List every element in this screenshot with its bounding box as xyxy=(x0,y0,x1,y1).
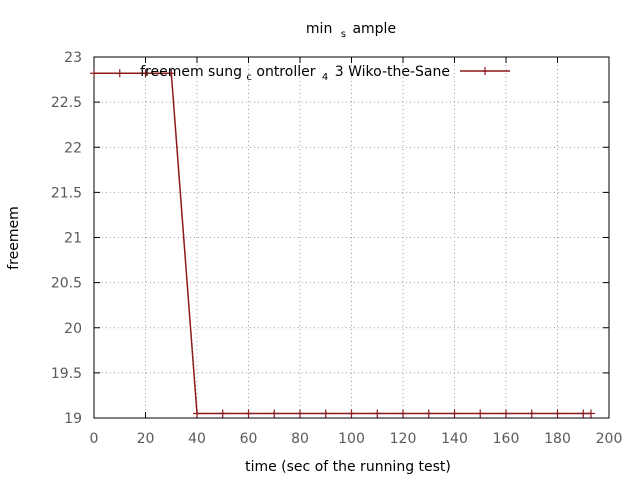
data-point xyxy=(141,69,150,78)
data-point xyxy=(296,409,304,418)
x-tick-label: 120 xyxy=(390,431,417,447)
x-tick-label: 200 xyxy=(596,431,623,447)
x-tick-label: 40 xyxy=(188,431,206,447)
data-point xyxy=(373,409,382,418)
y-tick-label: 22 xyxy=(64,140,82,156)
x-tick-label: 160 xyxy=(493,431,520,447)
y-tick-label: 19 xyxy=(64,411,82,427)
y-tick-label: 21.5 xyxy=(51,185,82,201)
data-point xyxy=(270,409,279,418)
data-point xyxy=(347,409,356,418)
x-tick-label: 180 xyxy=(544,431,571,447)
y-tick-labels: 19 19.5 20 20.5 21 21.5 22 22.5 23 xyxy=(51,50,82,427)
legend-marker xyxy=(481,67,489,75)
data-point xyxy=(450,409,459,418)
y-tick-label: 23 xyxy=(64,50,82,66)
y-tick-label: 20.5 xyxy=(51,276,82,292)
legend-label-part-3: 3 Wiko-the-Sane xyxy=(335,64,450,80)
data-point xyxy=(90,69,98,78)
chart-title-part-2: ample xyxy=(352,21,396,37)
data-point xyxy=(502,409,510,418)
legend-label: freemem sung c ontroller 4 3 Wiko-the-Sa… xyxy=(140,64,450,84)
data-point xyxy=(476,409,485,418)
x-tick-label: 60 xyxy=(240,431,258,447)
data-point xyxy=(527,409,536,418)
data-point xyxy=(553,409,562,418)
y-tick-label: 22.5 xyxy=(51,95,82,111)
legend-label-part-2: ontroller xyxy=(256,64,315,80)
legend-label-subscript-1: c xyxy=(246,72,252,83)
data-point xyxy=(424,409,433,418)
data-point xyxy=(399,409,407,418)
data-point xyxy=(321,409,330,418)
legend: freemem sung c ontroller 4 3 Wiko-the-Sa… xyxy=(140,64,510,84)
series-line xyxy=(94,72,591,415)
x-axis-label: time (sec of the running test) xyxy=(245,459,451,475)
grid-lines xyxy=(94,57,609,418)
x-tick-label: 0 xyxy=(90,431,99,447)
x-tick-label: 140 xyxy=(441,431,468,447)
y-tick-label: 21 xyxy=(64,231,82,247)
y-tick-label: 20 xyxy=(64,321,82,337)
x-tick-label: 100 xyxy=(338,431,365,447)
data-point xyxy=(218,409,227,418)
y-axis-label: freemem xyxy=(6,206,22,270)
chart-title-subscript: s xyxy=(341,29,346,40)
chart-title: min s ample xyxy=(306,21,396,41)
y-tick-label: 19.5 xyxy=(51,366,82,382)
x-tick-label: 20 xyxy=(137,431,155,447)
chart-title-part-1: min xyxy=(306,21,332,37)
series-layer xyxy=(90,69,595,418)
data-point xyxy=(244,409,253,418)
data-point xyxy=(167,69,176,78)
legend-label-part-1: freemem sung xyxy=(140,64,242,80)
x-tick-label: 80 xyxy=(291,431,309,447)
legend-label-subscript-2: 4 xyxy=(322,72,328,83)
data-point xyxy=(115,69,124,78)
x-tick-labels: 0 20 40 60 80 100 120 140 160 180 200 xyxy=(90,431,623,447)
data-point xyxy=(579,409,588,418)
data-point xyxy=(586,409,595,418)
data-point xyxy=(193,409,201,418)
